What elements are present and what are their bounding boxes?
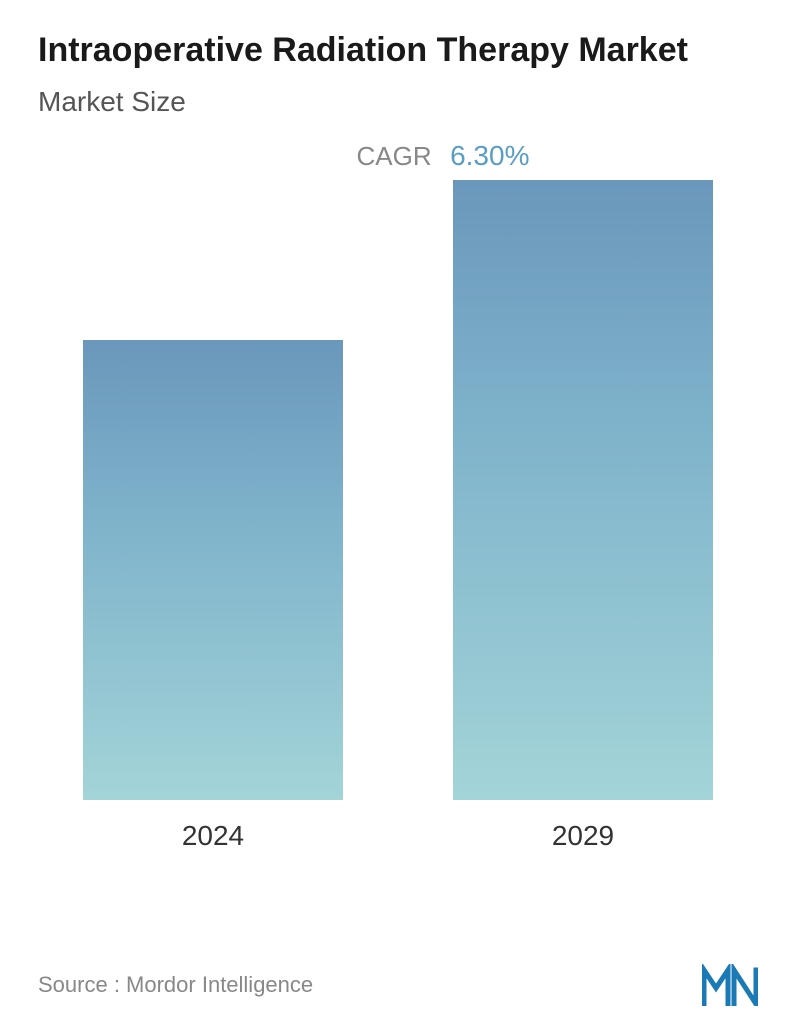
cagr-row: CAGR 6.30% <box>38 140 758 172</box>
footer: Source : Mordor Intelligence <box>38 964 758 1006</box>
chart-subtitle: Market Size <box>38 86 758 118</box>
bar-group-1: 2029 <box>453 180 713 852</box>
chart-area: 2024 2029 <box>38 222 758 852</box>
bar-label-0: 2024 <box>182 820 244 852</box>
bar-1 <box>453 180 713 800</box>
cagr-value: 6.30% <box>450 140 529 171</box>
chart-title: Intraoperative Radiation Therapy Market <box>38 28 718 72</box>
bar-group-0: 2024 <box>83 340 343 852</box>
source-text: Source : Mordor Intelligence <box>38 972 313 998</box>
bar-0 <box>83 340 343 800</box>
brand-logo-icon <box>702 964 758 1006</box>
cagr-label: CAGR <box>357 141 432 171</box>
bar-label-1: 2029 <box>552 820 614 852</box>
